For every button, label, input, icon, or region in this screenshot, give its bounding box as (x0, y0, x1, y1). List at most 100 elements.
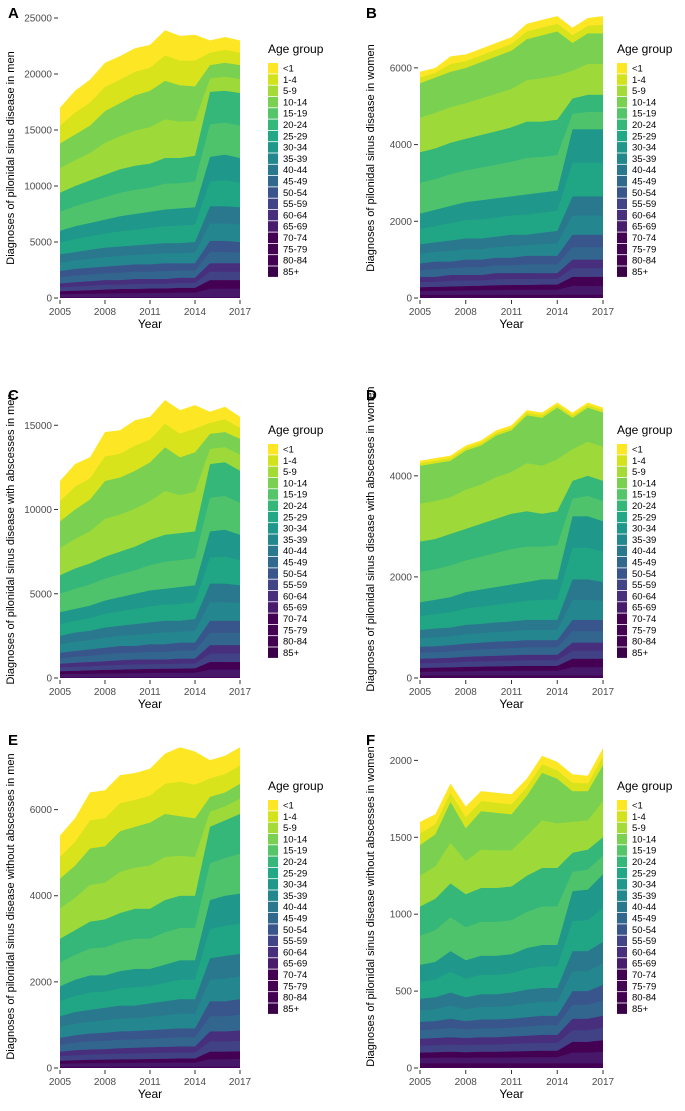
legend-entry: 25-29 (632, 868, 656, 879)
legend-entry: <1 (632, 801, 643, 812)
x-tick-label: 2017 (592, 307, 615, 318)
legend-entry: 30-34 (632, 524, 656, 535)
panel-label: E (8, 732, 18, 749)
legend-entry: 30-34 (632, 143, 656, 154)
x-tick-label: 2014 (184, 307, 207, 318)
x-tick-label: 2008 (94, 1077, 117, 1088)
legend-entry: 55-59 (632, 580, 656, 591)
panel-C: 0 5000 10000 15000 2005 2008 2011 2014 2017 Year D… (5, 387, 324, 711)
y-tick-label: 10000 (24, 182, 52, 193)
y-tick-label: 20000 (24, 70, 52, 81)
legend-entry: <1 (283, 445, 294, 456)
area-subband-50-54 (60, 602, 240, 653)
legend-swatch (617, 209, 627, 221)
legend-swatch (617, 579, 627, 591)
legend-swatch (268, 992, 278, 1003)
legend-entry: <1 (283, 801, 294, 812)
x-tick-label: 2011 (139, 687, 161, 698)
legend-swatch (268, 176, 278, 187)
legend-swatch (617, 845, 627, 856)
legend-entry: 15-19 (283, 109, 307, 120)
legend-entry: 5-9 (283, 467, 297, 478)
y-tick-label: 10000 (24, 505, 52, 516)
legend-swatch (617, 590, 627, 602)
legend-swatch (268, 130, 278, 142)
y-tick-label: 0 (46, 1064, 52, 1075)
legend-swatch (268, 164, 278, 176)
legend-entry: 85+ (283, 648, 300, 659)
panel-E: 0 2000 4000 6000 2005 2008 2011 2014 2017 Year Dia… (5, 732, 324, 1101)
legend-swatch (617, 534, 627, 545)
legend-entry: 60-64 (283, 210, 307, 221)
legend-entry: <1 (632, 445, 643, 456)
legend-entry: 30-34 (632, 880, 656, 891)
y-axis-title: Diagnoses of pilonidal sinus disease wit… (365, 746, 377, 1066)
legend-entry: 55-59 (632, 199, 656, 210)
legend-swatch (268, 545, 278, 557)
legend-entry: 40-44 (632, 165, 656, 176)
area-subband-40-44 (420, 908, 603, 999)
legend-entry: 60-64 (632, 591, 656, 602)
legend-entry: 70-74 (283, 970, 307, 981)
y-tick-label: 5000 (30, 589, 53, 600)
legend-swatch (617, 63, 627, 74)
x-tick-label: 2005 (49, 307, 72, 318)
area-subband-85+ (420, 285, 603, 295)
area-subband-20-24 (60, 76, 240, 193)
legend-entry: 30-34 (283, 143, 307, 154)
legend-swatch (268, 935, 278, 947)
x-tick-label: 2017 (229, 1077, 252, 1088)
legend-entry: 40-44 (632, 902, 656, 913)
y-tick-label: 0 (406, 674, 412, 685)
legend-swatch (268, 209, 278, 221)
legend-entry: <1 (283, 64, 294, 75)
legend-entry: 45-49 (283, 914, 307, 925)
legend-swatch (268, 198, 278, 210)
y-tick-label: 1500 (390, 833, 413, 844)
x-tick-label: 2005 (409, 1077, 432, 1088)
legend-entry: 45-49 (283, 558, 307, 569)
legend-entry: 1-4 (283, 456, 297, 467)
legend-swatch (268, 153, 278, 164)
legend-entry: 55-59 (632, 936, 656, 947)
legend-entry: 1-4 (632, 75, 646, 86)
legend-entry: 10-14 (632, 97, 656, 108)
legend: Age group <11-45-910-1415-1920-2425-2930-… (617, 779, 673, 1015)
legend-entry: 65-69 (632, 222, 656, 233)
legend-entry: 85+ (283, 267, 300, 278)
legend-entry: 20-24 (283, 120, 307, 131)
legend-entry: 5-9 (632, 86, 646, 97)
legend-swatch (617, 602, 627, 613)
legend-entry: 70-74 (632, 970, 656, 981)
legend-swatch (617, 800, 627, 811)
x-tick-label: 2005 (49, 687, 72, 698)
legend-entry: 70-74 (632, 614, 656, 625)
legend-swatch (268, 108, 278, 119)
area-subband-20-24 (420, 801, 603, 907)
legend-swatch (268, 590, 278, 602)
legend-entry: 10-14 (283, 834, 307, 845)
legend-entry: 85+ (632, 1004, 649, 1015)
legend-entry: 65-69 (283, 222, 307, 233)
area-subband-50-54 (420, 599, 603, 647)
y-tick-label: 4000 (390, 140, 413, 151)
legend-entry: 60-64 (632, 210, 656, 221)
y-tick-label: 2000 (30, 977, 53, 988)
area-subband-50-54 (420, 215, 603, 264)
x-tick-label: 2014 (546, 307, 569, 318)
area-subband-30-34 (420, 855, 603, 965)
legend-entry: 40-44 (283, 165, 307, 176)
legend-entry: 65-69 (283, 959, 307, 970)
area-subband-60-64 (60, 632, 240, 664)
legend-swatch (617, 108, 627, 119)
legend-entry: 20-24 (632, 857, 656, 868)
legend-entry: 35-39 (283, 154, 307, 165)
legend-entry: 80-84 (632, 993, 656, 1004)
area-subband-40-44 (60, 180, 240, 255)
legend-swatch (268, 980, 278, 992)
legend-entry: 75-79 (632, 244, 656, 255)
area-subband-20-24 (420, 64, 603, 153)
legend-swatch (617, 969, 627, 980)
legend-swatch (268, 946, 278, 958)
area-band-85+ (420, 294, 603, 298)
